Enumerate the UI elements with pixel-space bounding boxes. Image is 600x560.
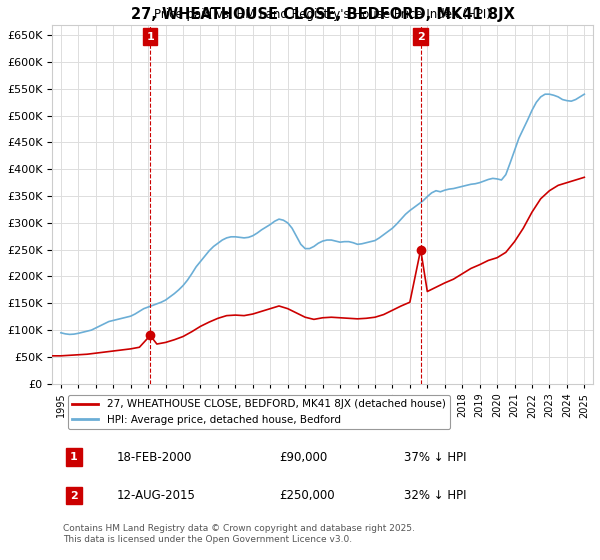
Text: 12-AUG-2015: 12-AUG-2015 [117,489,196,502]
Text: 37% ↓ HPI: 37% ↓ HPI [404,451,466,464]
Text: Price paid vs. HM Land Registry's House Price Index (HPI): Price paid vs. HM Land Registry's House … [154,8,491,21]
Text: 1: 1 [70,452,77,462]
Text: 2: 2 [417,32,425,41]
Title: 27, WHEATHOUSE CLOSE, BEDFORD, MK41 8JX: 27, WHEATHOUSE CLOSE, BEDFORD, MK41 8JX [131,7,515,22]
Text: 18-FEB-2000: 18-FEB-2000 [117,451,193,464]
Text: Contains HM Land Registry data © Crown copyright and database right 2025.
This d: Contains HM Land Registry data © Crown c… [63,524,415,544]
Text: £90,000: £90,000 [280,451,328,464]
Text: 1: 1 [146,32,154,41]
Legend: 27, WHEATHOUSE CLOSE, BEDFORD, MK41 8JX (detached house), HPI: Average price, de: 27, WHEATHOUSE CLOSE, BEDFORD, MK41 8JX … [68,395,450,429]
Text: 32% ↓ HPI: 32% ↓ HPI [404,489,466,502]
Text: £250,000: £250,000 [280,489,335,502]
Text: 2: 2 [70,491,77,501]
